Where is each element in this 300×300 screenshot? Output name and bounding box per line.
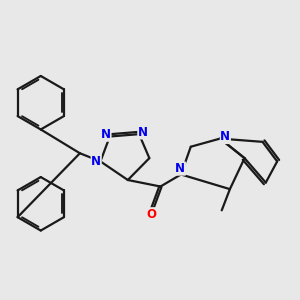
Text: N: N <box>101 128 111 141</box>
Text: N: N <box>220 130 230 143</box>
Text: N: N <box>91 155 101 168</box>
Text: N: N <box>175 162 185 175</box>
Text: O: O <box>147 208 157 221</box>
Text: N: N <box>138 126 148 139</box>
